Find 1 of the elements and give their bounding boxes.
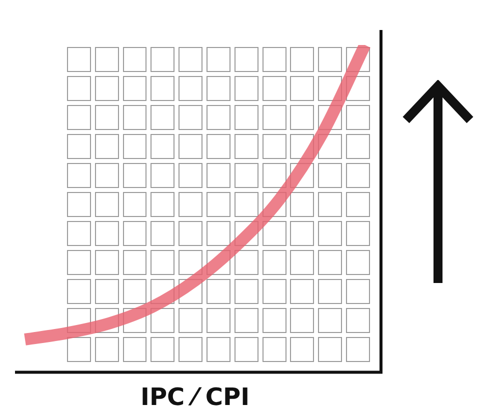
x-axis-title: IPC ⁄ CPI: [140, 382, 250, 411]
